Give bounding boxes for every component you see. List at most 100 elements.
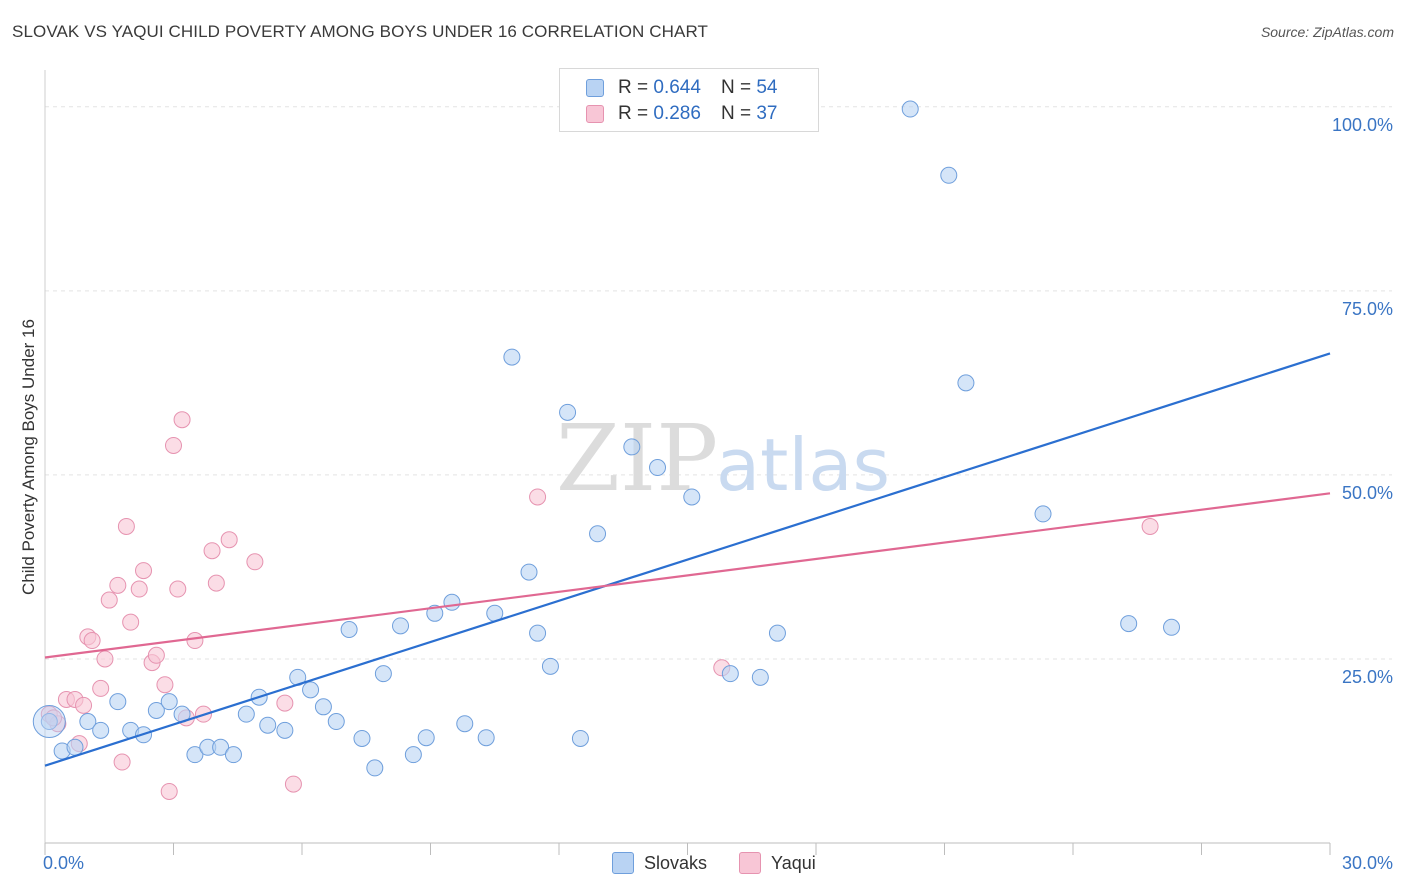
- yaqui-point-30: [246, 553, 264, 571]
- slovak-point-43: [649, 459, 667, 477]
- yaqui-point-33: [529, 488, 547, 506]
- slovak-point-46: [751, 668, 769, 686]
- slovak-point-11: [186, 746, 204, 764]
- legend-n-label: N =: [720, 103, 752, 124]
- slovak-point-41: [589, 525, 607, 543]
- y-tick-label-3: 100.0%: [1332, 115, 1393, 135]
- slovak-point-35: [503, 348, 521, 366]
- grid-lines: [45, 106, 1392, 660]
- yaqui-point-5: [75, 696, 93, 714]
- yaqui-point-16: [135, 562, 153, 580]
- series-label-slovaks: Slovaks: [644, 852, 708, 873]
- series-legend: Slovaks Yaqui: [612, 852, 848, 874]
- slovaks-trend-line: [44, 352, 1331, 767]
- slovak-point-22: [327, 713, 345, 731]
- slovak-point-4: [92, 721, 110, 739]
- series-swatch-yaqui: [739, 852, 762, 874]
- slovak-point-17: [259, 716, 277, 734]
- yaqui-point-29: [220, 531, 238, 549]
- yaqui-point-19: [156, 676, 174, 694]
- correlation-legend: R = 0.644 N = 54 R = 0.286 N = 37: [559, 68, 819, 132]
- yaqui-point-25: [186, 632, 204, 650]
- slovak-point-40: [571, 729, 589, 747]
- slovak-point-38: [541, 657, 559, 675]
- yaqui-point-23: [173, 411, 191, 429]
- slovak-point-23: [340, 621, 358, 639]
- yaqui-point-9: [96, 650, 114, 668]
- source-label: Source: ZipAtlas.com: [1260, 24, 1394, 40]
- slovak-point-47: [768, 624, 786, 642]
- slovak-point-8: [147, 701, 165, 719]
- yaqui-point-32: [284, 775, 302, 793]
- slovak-point-24: [353, 729, 371, 747]
- slovak-point-31: [443, 593, 461, 611]
- yaqui-point-28: [207, 574, 225, 592]
- chart-title: SLOVAK VS YAQUI CHILD POVERTY AMONG BOYS…: [12, 22, 709, 41]
- slovak-point-27: [392, 617, 410, 635]
- y-tick-label-1: 50.0%: [1342, 483, 1393, 503]
- yaqui-point-31: [276, 694, 294, 712]
- slovak-point-18: [276, 721, 294, 739]
- legend-r-value: 0.644: [653, 77, 701, 98]
- slovak-point-39: [559, 403, 577, 421]
- yaqui-trend-line: [44, 492, 1331, 659]
- yaqui-point-18: [147, 646, 165, 664]
- yaqui-point-20: [160, 782, 178, 800]
- watermark-atlas: atlas: [716, 423, 890, 507]
- slovak-point-2: [66, 738, 84, 756]
- slovak-point-5: [109, 693, 127, 711]
- slovak-point-3: [79, 713, 97, 731]
- legend-r-value: 0.286: [653, 103, 701, 124]
- slovak-point-48: [901, 100, 919, 118]
- yaqui-point-7: [83, 632, 101, 650]
- slovak-point-49: [940, 166, 958, 184]
- slovak-point-29: [417, 729, 435, 747]
- legend-row-slovaks: R = 0.644 N = 54: [586, 76, 777, 100]
- slovak-cluster-marker: [32, 705, 66, 739]
- yaqui-point-21: [165, 436, 182, 454]
- yaqui-point-15: [130, 580, 148, 598]
- yaqui-point-12: [113, 753, 131, 771]
- y-axis-label: Child Poverty Among Boys Under 16: [19, 319, 38, 595]
- series-legend-yaqui: Yaqui: [739, 852, 816, 874]
- slovak-point-37: [529, 624, 547, 642]
- slovak-point-25: [366, 759, 384, 777]
- yaqui-point-22: [169, 580, 187, 598]
- series-swatch-slovaks: [612, 852, 634, 874]
- legend-swatch-yaqui: [586, 105, 604, 123]
- legend-n-value: 37: [756, 103, 778, 124]
- legend-n-label: N =: [720, 77, 752, 98]
- x-tick-label-0: 0.0%: [43, 853, 84, 873]
- legend-n-value: 54: [756, 77, 778, 98]
- slovak-point-53: [1163, 618, 1181, 636]
- yaqui-point-11: [109, 576, 127, 594]
- slovak-point-20: [302, 681, 320, 699]
- slovak-point-45: [721, 665, 739, 683]
- yaqui-point-10: [100, 591, 118, 609]
- y-tick-label-0: 25.0%: [1342, 667, 1393, 687]
- slovak-point-21: [314, 698, 332, 716]
- slovak-point-52: [1120, 615, 1138, 633]
- slovak-points: [32, 100, 1181, 777]
- yaqui-point-13: [117, 517, 135, 535]
- legend-row-yaqui: R = 0.286 N = 37: [586, 102, 777, 126]
- slovak-point-13: [212, 738, 230, 756]
- legend-r-label: R =: [618, 103, 649, 124]
- slovak-point-44: [683, 488, 701, 506]
- slovak-point-15: [237, 705, 255, 723]
- slovak-point-28: [404, 746, 422, 764]
- legend-r-label: R =: [618, 77, 649, 98]
- slovak-point-30: [426, 604, 444, 622]
- yaqui-point-35: [1141, 517, 1159, 535]
- slovak-point-33: [477, 729, 495, 747]
- series-label-yaqui: Yaqui: [771, 852, 816, 873]
- yaqui-point-8: [92, 679, 110, 697]
- slovak-point-36: [520, 563, 538, 581]
- yaqui-point-27: [203, 542, 221, 560]
- slovak-point-0: [40, 713, 58, 731]
- slovak-point-14: [224, 746, 242, 764]
- legend-swatch-slovaks: [586, 79, 604, 97]
- x-tick-label-1: 30.0%: [1342, 853, 1393, 873]
- slovak-point-50: [957, 374, 975, 392]
